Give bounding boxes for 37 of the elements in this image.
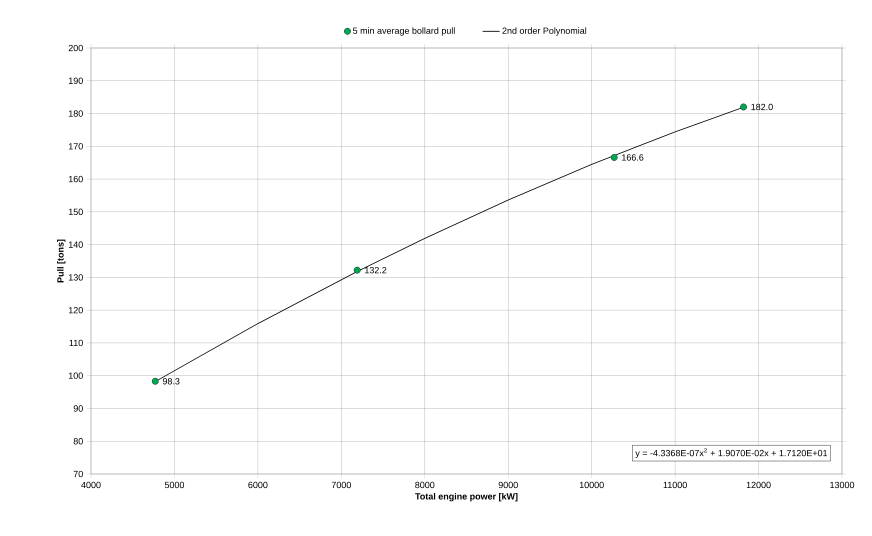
y-tick-label: 70 <box>74 470 83 478</box>
x-tick-label: 12000 <box>746 482 771 488</box>
y-tick-label: 170 <box>68 143 83 150</box>
y-tick-label: 110 <box>70 340 83 346</box>
point <box>610 154 618 161</box>
point <box>354 266 361 274</box>
y-tick-label: 200 <box>68 44 83 52</box>
annotation: y = -4.3368E-07x$^{2}$ + 1.9070E-02x + 1.7120E+01 <box>635 448 828 458</box>
y-axis-title: Pull [tons] <box>57 240 66 282</box>
y-tick-label: 100 <box>68 372 83 379</box>
data-label: 98.3 <box>162 378 180 384</box>
data-label: 182.0 <box>751 104 773 110</box>
y-tick-label: 120 <box>68 306 83 314</box>
y-tick-label: 160 <box>68 176 83 182</box>
x-axis-title: Total engine power [kW] <box>415 492 518 502</box>
data-label: 166.6 <box>622 154 644 161</box>
y-tick-label: 180 <box>68 110 83 117</box>
y-tick-label: 130 <box>68 274 83 281</box>
x-tick-label: 9000 <box>498 482 518 488</box>
x-tick-label: 4000 <box>81 482 101 488</box>
y-tick-label: 90 <box>74 405 83 412</box>
x-tick-label: 10000 <box>580 482 604 488</box>
x-tick-label: 11000 <box>664 482 687 488</box>
x-tick-label: 13000 <box>830 482 854 488</box>
x-tick-label: 6000 <box>248 482 268 488</box>
point <box>740 104 747 110</box>
y-tick-label: 190 <box>68 78 83 84</box>
y-tick-label: 140 <box>68 241 83 248</box>
y-tick-label: 150 <box>68 208 83 216</box>
x-tick-label: 5000 <box>164 482 184 488</box>
y-tick-label: 80 <box>74 438 83 444</box>
legend-label: 5 min average bollard pull <box>353 27 455 36</box>
x-tick-label: 8000 <box>415 482 434 488</box>
x-tick-label: 7000 <box>332 482 351 488</box>
point <box>152 378 159 385</box>
data-label: 132.2 <box>365 266 386 274</box>
legend-label: 2nd order Polynomial <box>502 27 586 36</box>
